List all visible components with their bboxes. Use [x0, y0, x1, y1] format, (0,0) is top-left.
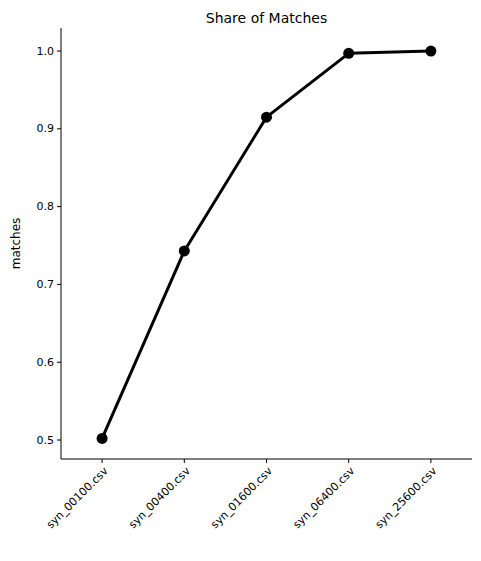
data-point [179, 245, 190, 256]
y-tick-label: 0.7 [37, 278, 55, 291]
y-tick-label: 0.6 [37, 356, 55, 369]
y-tick-label: 1.0 [37, 45, 55, 58]
chart-svg: 0.5 0.6 0.7 0.8 0.9 1.0 syn_00100.csvsyn_00400… [0, 0, 481, 561]
y-tick-label: 0.8 [37, 200, 55, 213]
x-tick [348, 459, 349, 463]
x-tick-label: syn_00400.csv [126, 464, 193, 531]
x-tick [184, 459, 185, 463]
y-tick-label: 0.9 [37, 122, 55, 135]
data-point [97, 433, 108, 444]
x-tick-label: syn_01600.csv [208, 464, 275, 531]
y-tick [57, 128, 61, 129]
x-tick-label: syn_00100.csv [44, 464, 111, 531]
x-tick [102, 459, 103, 463]
x-tick [430, 459, 431, 463]
chart-title: Share of Matches [206, 10, 327, 26]
data-point [425, 46, 436, 57]
y-tick-label: 0.5 [37, 434, 55, 447]
y-axis-line [61, 28, 62, 459]
y-tick [57, 51, 61, 52]
y-tick [57, 206, 61, 207]
plot-area [97, 46, 437, 444]
y-axis-label: matches [9, 218, 23, 270]
chart-container: 0.5 0.6 0.7 0.8 0.9 1.0 syn_00100.csvsyn_00400… [0, 0, 481, 561]
data-point [343, 48, 354, 59]
data-point [261, 112, 272, 123]
data-line [102, 51, 431, 438]
y-tick [57, 440, 61, 441]
y-tick [57, 362, 61, 363]
x-tick-label: syn_06400.csv [290, 464, 357, 531]
x-tick [266, 459, 267, 463]
x-tick-label: syn_25600.csv [373, 464, 440, 531]
y-tick [57, 284, 61, 285]
